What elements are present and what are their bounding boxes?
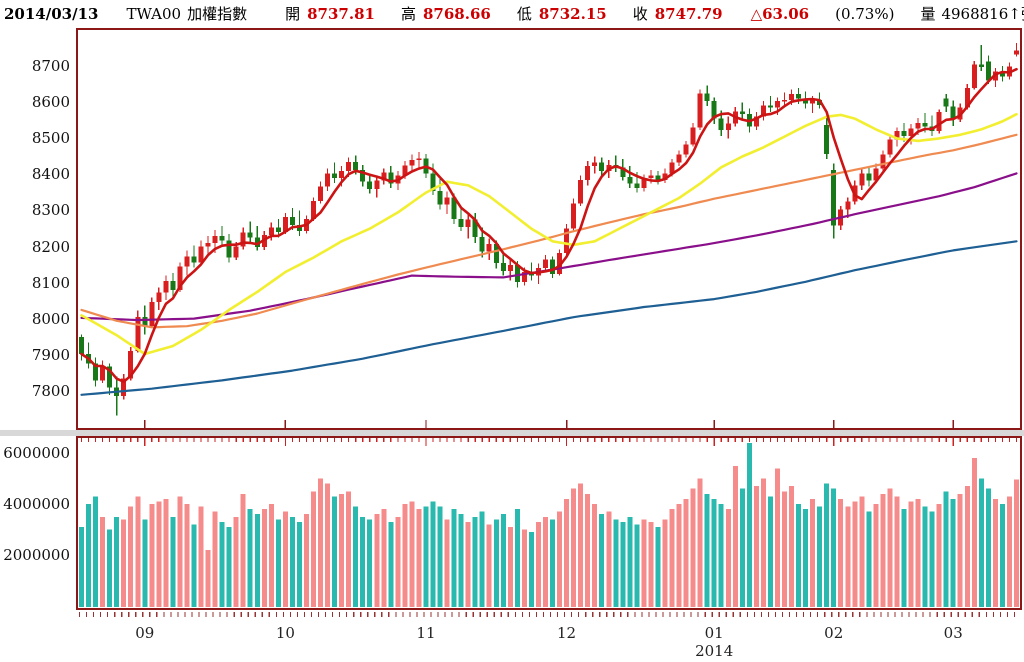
change-value: △63.06 bbox=[750, 4, 810, 23]
symbol: TWA00 bbox=[126, 4, 182, 23]
volume-bars-group bbox=[79, 442, 1019, 607]
ma240-line bbox=[80, 240, 1018, 396]
price-axis-label: 8300 bbox=[31, 201, 70, 220]
year-axis-label: 2014 bbox=[695, 642, 734, 660]
pane-divider bbox=[0, 430, 1024, 436]
candles-group bbox=[79, 43, 1019, 416]
low-value: 8732.15 bbox=[538, 4, 607, 23]
volume-axis-label: 2000000 bbox=[3, 546, 70, 564]
price-axis-label: 8700 bbox=[31, 57, 70, 75]
quote-date: 2014/03/13 bbox=[4, 4, 99, 23]
price-axis-label: 8400 bbox=[31, 165, 70, 184]
month-axis-label: 12 bbox=[557, 624, 577, 642]
volume-axis-label: 4000000 bbox=[3, 495, 70, 513]
ma20-line bbox=[80, 112, 1018, 356]
high-value: 8768.66 bbox=[422, 4, 491, 23]
price-chart-svg[interactable] bbox=[78, 30, 1020, 428]
volume-axis-label: 6000000 bbox=[3, 444, 70, 462]
price-pane[interactable] bbox=[76, 28, 1022, 430]
month-axis-label: 03 bbox=[943, 624, 963, 642]
volume-top-ticks bbox=[80, 438, 1018, 446]
change-percent: (0.73%) bbox=[835, 4, 895, 23]
price-axis-label: 8000 bbox=[31, 309, 70, 328]
price-axis-label: 8100 bbox=[31, 273, 70, 292]
price-axis-label: 7800 bbox=[31, 381, 70, 400]
price-axis-label: 8200 bbox=[31, 237, 70, 256]
volume-value: 4968816↑張 bbox=[941, 5, 1024, 23]
month-axis-label: 10 bbox=[275, 624, 295, 642]
price-axis-label: 7900 bbox=[31, 345, 70, 364]
month-axis-label: 09 bbox=[135, 624, 155, 642]
volume-label: 量 bbox=[920, 5, 936, 23]
day-tick-strip bbox=[78, 612, 1016, 617]
month-axis-label: 02 bbox=[824, 624, 844, 642]
symbol-name: 加權指數 bbox=[187, 5, 248, 23]
volume-pane[interactable] bbox=[76, 436, 1022, 610]
close-value: 8747.79 bbox=[654, 4, 723, 23]
open-label: 開 bbox=[285, 5, 301, 23]
close-label: 收 bbox=[632, 5, 648, 23]
price-axis-label: 8600 bbox=[31, 93, 70, 112]
open-value: 8737.81 bbox=[307, 4, 375, 23]
volume-chart-svg[interactable] bbox=[78, 438, 1020, 608]
ma5-line bbox=[80, 67, 1018, 384]
price-axis-label: 8500 bbox=[31, 129, 70, 148]
high-label: 高 bbox=[400, 5, 416, 23]
month-axis-label: 01 bbox=[704, 624, 724, 642]
month-ticks bbox=[144, 420, 954, 428]
low-label: 低 bbox=[516, 5, 532, 23]
month-axis-label: 11 bbox=[416, 624, 436, 642]
quote-header: 2014/03/13 TWA00 加權指數 開 8737.81 高 8768.6… bbox=[0, 0, 1024, 27]
